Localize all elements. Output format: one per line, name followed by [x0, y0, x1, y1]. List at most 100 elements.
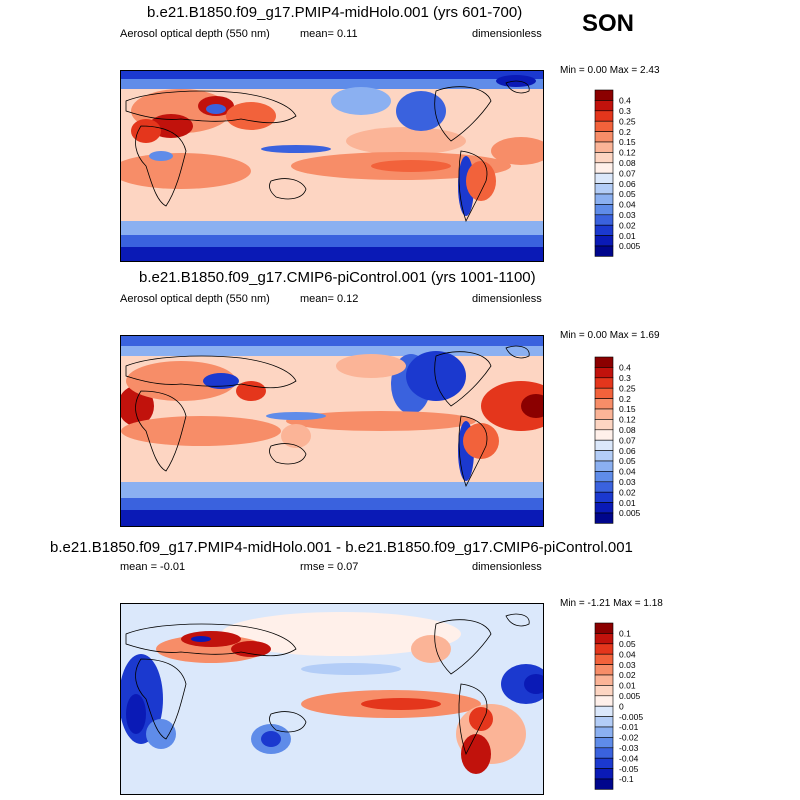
colorbar-box [594, 737, 614, 749]
colorbar-box [594, 120, 614, 132]
colorbar-tick-label: 0.2 [619, 127, 631, 137]
panel2-map [120, 335, 544, 527]
colorbar-tick-label: 0.03 [619, 660, 636, 670]
colorbar-box [594, 387, 614, 399]
panel3-minmax-label: Min = -1.21 Max = 1.18 [560, 598, 663, 609]
colorbar-box [594, 439, 614, 451]
panel3-rmse-label: rmse = 0.07 [300, 561, 359, 573]
colorbar-box [594, 450, 614, 462]
colorbar-tick-label: 0.06 [619, 446, 636, 456]
colorbar-tick-label: 0.05 [619, 456, 636, 466]
panel3-units-label: dimensionless [472, 561, 542, 573]
colorbar-box [594, 398, 614, 410]
colorbar-box [594, 131, 614, 143]
colorbar-box [594, 471, 614, 483]
colorbar-box [594, 110, 614, 122]
panel1-title: b.e21.B1850.f09_g17.PMIP4-midHolo.001 (y… [147, 4, 523, 21]
colorbar-tick-label: 0.12 [619, 148, 636, 158]
colorbar-box [594, 367, 614, 379]
colorbar-tick-label: 0.3 [619, 106, 631, 116]
colorbar-tick-label: 0.02 [619, 220, 636, 230]
panel3-mean-label: mean = -0.01 [120, 561, 186, 573]
colorbar-tick-label: 0.07 [619, 435, 636, 445]
colorbar-tick-label: -0.03 [619, 743, 639, 753]
colorbar-box [594, 193, 614, 205]
colorbar-tick-label: 0.005 [619, 691, 641, 701]
colorbar-box [594, 183, 614, 195]
colorbar-tick-label: 0.25 [619, 383, 636, 393]
panel2-colorbar: 0.40.30.250.20.150.120.080.070.060.050.0… [594, 356, 641, 524]
colorbar-box [594, 481, 614, 493]
panel2-title: b.e21.B1850.f09_g17.CMIP6-piControl.001 … [139, 269, 536, 286]
colorbar-tick-label: 0.4 [619, 363, 631, 373]
colorbar-tick-label: 0.005 [619, 508, 641, 518]
colorbar-box [594, 674, 614, 686]
colorbar-tick-label: 0.01 [619, 231, 636, 241]
panel2-minmax-label: Min = 0.00 Max = 1.69 [560, 330, 660, 341]
colorbar-tick-label: 0.04 [619, 200, 636, 210]
colorbar-box [594, 460, 614, 472]
panel1-map [120, 70, 544, 262]
colorbar-box [594, 633, 614, 645]
colorbar-box [594, 408, 614, 420]
colorbar-box [594, 664, 614, 676]
colorbar-box [594, 377, 614, 389]
colorbar-box [594, 622, 614, 634]
season-label: SON [582, 10, 635, 37]
colorbar-tick-label: 0.08 [619, 425, 636, 435]
colorbar-tick-label: 0.05 [619, 189, 636, 199]
colorbar-tick-label: 0.12 [619, 415, 636, 425]
colorbar-tick-label: 0.08 [619, 158, 636, 168]
colorbar-tick-label: -0.1 [619, 774, 634, 784]
colorbar-box [594, 100, 614, 112]
colorbar-box [594, 747, 614, 759]
colorbar-box [594, 162, 614, 174]
colorbar-tick-label: 0 [619, 701, 624, 711]
colorbar-box [594, 685, 614, 697]
colorbar-box [594, 757, 614, 769]
colorbar-tick-label: 0.07 [619, 168, 636, 178]
panel1-variable-label: Aerosol optical depth (550 nm) [120, 28, 270, 40]
colorbar-tick-label: -0.01 [619, 722, 639, 732]
colorbar-box [594, 214, 614, 226]
colorbar-box [594, 695, 614, 707]
panel2-units-label: dimensionless [472, 293, 542, 305]
colorbar-box [594, 705, 614, 717]
panel3-colorbar: 0.10.050.040.030.020.010.0050-0.005-0.01… [594, 622, 643, 790]
colorbar-tick-label: 0.2 [619, 394, 631, 404]
colorbar-box [594, 141, 614, 153]
colorbar-tick-label: -0.04 [619, 753, 639, 763]
colorbar-tick-label: 0.4 [619, 96, 631, 106]
colorbar-box [594, 204, 614, 216]
panel1-colorbar: 0.40.30.250.20.150.120.080.070.060.050.0… [594, 89, 641, 257]
panel2-variable-label: Aerosol optical depth (550 nm) [120, 293, 270, 305]
colorbar-tick-label: 0.15 [619, 137, 636, 147]
colorbar-box [594, 152, 614, 164]
colorbar-box [594, 778, 614, 790]
colorbar-tick-label: 0.02 [619, 670, 636, 680]
colorbar-box [594, 726, 614, 738]
colorbar-tick-label: 0.03 [619, 477, 636, 487]
panel2-mean-label: mean= 0.12 [300, 293, 359, 305]
colorbar-box [594, 653, 614, 665]
colorbar-box [594, 716, 614, 728]
colorbar-box [594, 224, 614, 236]
colorbar-tick-label: 0.01 [619, 681, 636, 691]
colorbar-box [594, 491, 614, 503]
panel1-mean-label: mean= 0.11 [300, 28, 358, 40]
colorbar-tick-label: 0.04 [619, 467, 636, 477]
colorbar-tick-label: 0.06 [619, 179, 636, 189]
colorbar-tick-label: -0.02 [619, 733, 639, 743]
colorbar-box [594, 512, 614, 524]
colorbar-tick-label: 0.02 [619, 487, 636, 497]
colorbar-tick-label: 0.01 [619, 498, 636, 508]
colorbar-box [594, 502, 614, 514]
colorbar-box [594, 643, 614, 655]
colorbar-box [594, 356, 614, 368]
colorbar-box [594, 429, 614, 441]
colorbar-tick-label: 0.25 [619, 116, 636, 126]
colorbar-tick-label: -0.05 [619, 764, 639, 774]
colorbar-tick-label: 0.15 [619, 404, 636, 414]
panel1-units-label: dimensionless [472, 28, 542, 40]
panel3-title: b.e21.B1850.f09_g17.PMIP4-midHolo.001 - … [50, 539, 633, 556]
